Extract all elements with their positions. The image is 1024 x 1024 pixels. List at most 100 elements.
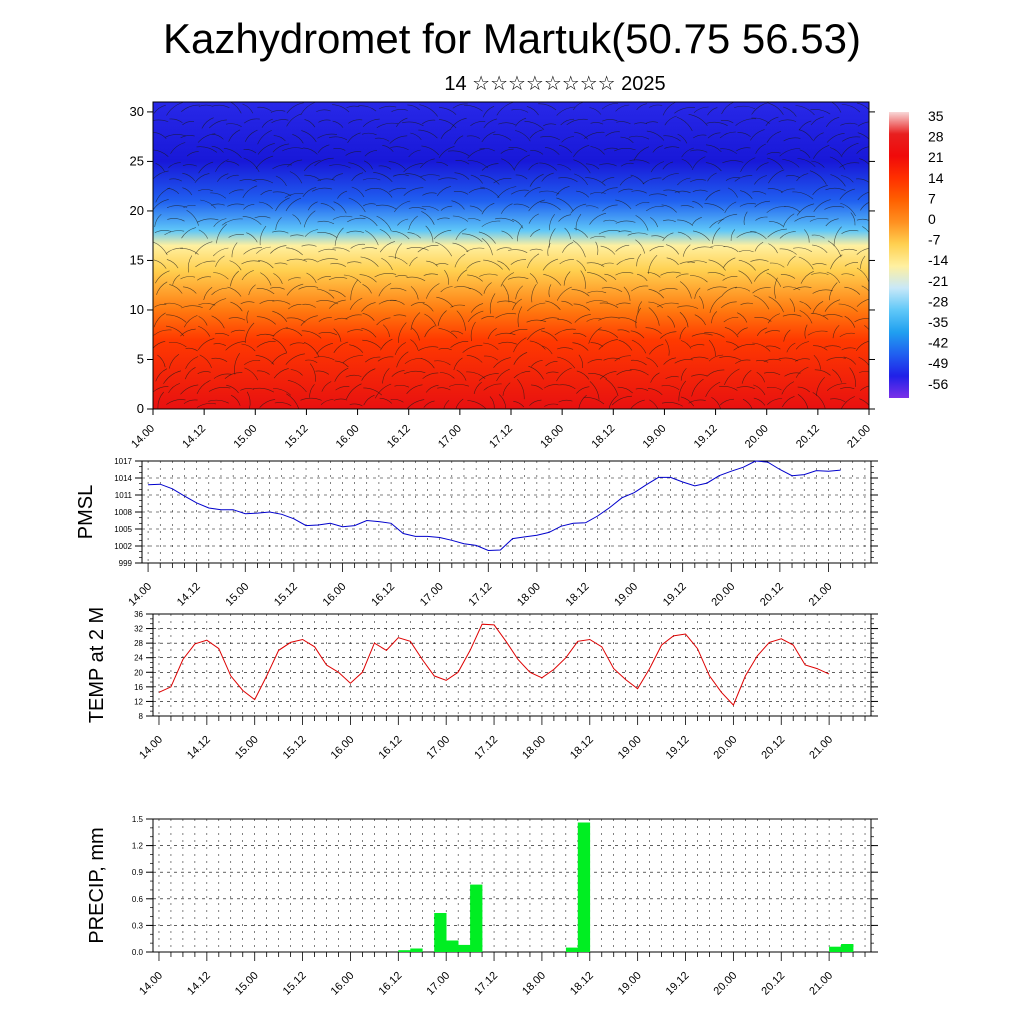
- wind-streak: [498, 394, 507, 409]
- wind-streak: [418, 129, 438, 139]
- x-tick-label: 19.00: [616, 734, 644, 762]
- wind-streak: [382, 145, 394, 152]
- wind-streak: [783, 137, 801, 142]
- wind-streak: [256, 288, 275, 295]
- wind-streak: [332, 247, 350, 252]
- wind-streak: [617, 386, 633, 394]
- x-tick-label: 20.12: [759, 970, 787, 998]
- wind-streak: [682, 244, 691, 257]
- wind-streak: [226, 161, 240, 166]
- wind-streak: [573, 303, 591, 311]
- wind-streak: [196, 403, 216, 408]
- wind-streak: [365, 230, 379, 246]
- wind-streak: [841, 230, 859, 234]
- wind-streak: [769, 262, 785, 268]
- wind-streak: [203, 287, 213, 300]
- wind-streak: [197, 189, 213, 192]
- wind-streak: [616, 370, 632, 376]
- wind-streak: [334, 227, 344, 246]
- wind-streak: [454, 135, 464, 145]
- wind-streak: [200, 199, 216, 209]
- wind-streak: [292, 134, 304, 144]
- wind-streak: [242, 216, 262, 225]
- wind-streak: [153, 341, 166, 349]
- wind-streak: [360, 256, 379, 267]
- precip-bar: [565, 947, 579, 952]
- wind-streak: [375, 204, 397, 210]
- wind-streak: [348, 162, 367, 173]
- wind-streak: [470, 303, 484, 313]
- wind-streak: [620, 162, 634, 167]
- wind-streak: [196, 146, 218, 153]
- wind-streak: [198, 316, 208, 326]
- wind-streak: [422, 303, 434, 312]
- wind-streak: [736, 147, 751, 152]
- x-tick-label: 16.00: [329, 970, 357, 998]
- y-tick-label: 24: [134, 654, 143, 663]
- wind-streak: [508, 147, 528, 153]
- wind-streak: [483, 259, 503, 270]
- colorbar-label: 0: [928, 211, 936, 227]
- wind-streak: [675, 273, 689, 278]
- wind-streak: [810, 313, 829, 320]
- wind-streak: [395, 275, 408, 278]
- wind-streak: [154, 213, 162, 228]
- wind-streak: [544, 384, 559, 389]
- wind-streak: [630, 359, 647, 366]
- wind-streak: [197, 276, 212, 281]
- wind-streak: [495, 313, 517, 319]
- wind-streak: [648, 193, 668, 197]
- wind-streak: [705, 189, 721, 201]
- wind-streak: [611, 395, 633, 406]
- wind-streak: [859, 398, 869, 406]
- wind-streak: [576, 260, 586, 272]
- precip-bar: [829, 946, 842, 952]
- wind-streak: [588, 373, 607, 380]
- wind-streak: [241, 343, 256, 352]
- wind-streak: [346, 105, 360, 109]
- wind-streak: [737, 312, 748, 323]
- wind-streak: [599, 163, 617, 167]
- wind-streak: [230, 102, 242, 114]
- wind-streak: [723, 246, 739, 253]
- wind-streak: [307, 201, 318, 211]
- wind-streak: [529, 173, 544, 187]
- wind-streak: [826, 357, 846, 361]
- x-tick-label: 18.12: [589, 423, 617, 451]
- wind-streak: [182, 286, 197, 294]
- wind-streak: [210, 192, 227, 199]
- wind-streak: [337, 190, 348, 199]
- wind-streak: [857, 191, 869, 201]
- wind-streak: [838, 303, 858, 312]
- wind-streak: [763, 358, 782, 362]
- wind-streak: [298, 286, 319, 290]
- wind-streak: [661, 402, 683, 407]
- wind-streak: [180, 135, 195, 139]
- wind-streak: [197, 218, 219, 223]
- wind-streak: [663, 219, 676, 222]
- wind-streak: [559, 259, 574, 265]
- wind-streak: [273, 273, 283, 284]
- wind-streak: [539, 162, 557, 171]
- wind-streak: [230, 270, 239, 287]
- wind-streak: [333, 398, 348, 401]
- wind-streak: [780, 274, 796, 279]
- wind-streak: [767, 228, 788, 238]
- wind-streak: [549, 228, 556, 248]
- wind-streak: [722, 160, 744, 164]
- wind-streak: [528, 162, 539, 171]
- wind-streak: [572, 342, 589, 351]
- wind-streak: [351, 172, 364, 182]
- wind-streak: [303, 258, 318, 262]
- wind-streak: [605, 131, 620, 137]
- wind-streak: [629, 369, 649, 376]
- y-tick-label: 1005: [114, 525, 132, 534]
- wind-streak: [698, 295, 704, 309]
- wind-streak: [379, 229, 391, 239]
- wind-streak: [231, 242, 238, 258]
- wind-streak: [680, 340, 692, 349]
- x-tick-label: 19.12: [692, 423, 720, 451]
- wind-streak: [679, 281, 692, 299]
- wind-streak: [766, 206, 786, 213]
- wind-streak: [765, 116, 779, 126]
